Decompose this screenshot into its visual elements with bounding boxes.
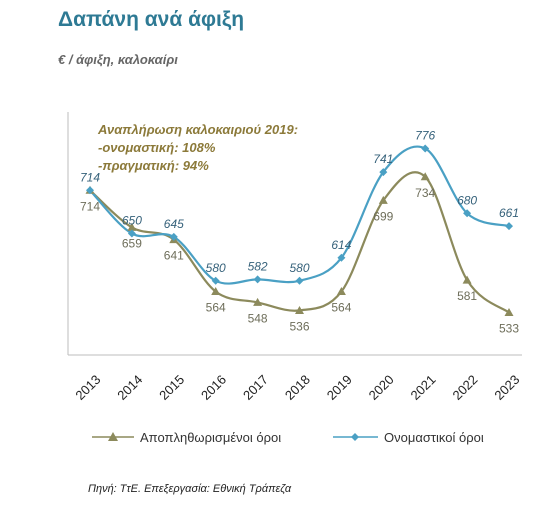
point-real-2022	[462, 275, 472, 284]
line-chart: 714 659 641 564 548 536 564 699 734 581 533 714 650 6…	[67, 112, 522, 445]
point-real-2014	[127, 222, 137, 231]
x-tick-2013: 2013	[72, 372, 103, 403]
x-tick-2020: 2020	[366, 372, 397, 403]
point-real-2019	[336, 287, 346, 296]
legend: Αποπληθωρισμένοι όροι Ονομαστικοί όροι	[92, 430, 484, 445]
series-line-nominal	[89, 145, 510, 285]
point-real-2018	[295, 305, 304, 314]
x-tick-2022: 2022	[449, 372, 480, 403]
data-label-nominal-2017: 582	[248, 259, 268, 273]
data-label-nominal-2015: 645	[164, 217, 184, 231]
point-nominal-2020	[379, 168, 388, 177]
x-tick-2016: 2016	[198, 372, 229, 403]
x-tick-2014: 2014	[114, 372, 145, 403]
data-label-nominal-2014: 650	[122, 214, 142, 228]
data-label-real-2020: 699	[373, 209, 393, 223]
source-note: Πηνή: ΤτΕ. Επεξεργασία: Εθνική Τράπεζα	[88, 483, 292, 495]
data-label-nominal-2020: 741	[373, 152, 393, 166]
data-label-real-2014: 659	[122, 236, 142, 250]
series-line-real	[89, 171, 510, 314]
data-label-real-2013: 714	[80, 199, 100, 213]
point-nominal-2021	[421, 144, 430, 153]
data-label-real-2021: 734	[415, 186, 435, 200]
data-labels: 714 659 641 564 548 536 564 699 734 581 533 714 650 6…	[80, 128, 519, 335]
x-tick-2017: 2017	[240, 372, 271, 403]
series-lines	[89, 145, 510, 314]
x-tick-2018: 2018	[282, 372, 313, 403]
point-real-2017	[253, 297, 263, 306]
x-tick-2015: 2015	[156, 372, 187, 403]
legend-item-nominal: Ονομαστικοί όροι	[333, 430, 484, 445]
axes	[67, 112, 522, 356]
data-label-nominal-2013: 714	[80, 170, 100, 184]
data-label-real-2019: 564	[331, 301, 351, 315]
data-label-real-2015: 641	[164, 249, 184, 263]
annotation-line-1: Αναπλήρωση καλοκαιριού 2019:	[97, 122, 298, 137]
chart-title: Δαπάνη ανά άφιξη	[58, 8, 245, 31]
point-nominal-2017	[253, 275, 262, 284]
data-label-real-2016: 564	[206, 301, 226, 315]
data-label-real-2022: 581	[457, 289, 477, 303]
point-nominal-2015	[169, 232, 178, 241]
point-real-2020	[378, 195, 388, 204]
x-tick-labels: 2013 2014 2015 2016 2017 2018 2019 2020 2021 2022…	[72, 372, 522, 403]
data-label-real-2023: 533	[499, 321, 519, 335]
annotation: Αναπλήρωση καλοκαιριού 2019: -ονομαστική…	[97, 122, 298, 173]
legend-marker-nominal	[351, 433, 359, 441]
data-label-nominal-2021: 776	[415, 128, 435, 142]
legend-item-real: Αποπληθωρισμένοι όροι	[92, 430, 281, 445]
point-nominal-2014	[127, 229, 136, 238]
series-markers	[85, 144, 514, 316]
chart-subtitle: € / άφιξη, καλοκαίρι	[58, 52, 178, 67]
data-label-nominal-2019: 614	[331, 238, 351, 252]
point-nominal-2016	[211, 276, 220, 285]
legend-label-nominal: Ονομαστικοί όροι	[384, 430, 484, 445]
x-tick-2019: 2019	[324, 372, 355, 403]
annotation-line-3: -πραγματική: 94%	[98, 158, 209, 173]
legend-label-real: Αποπληθωρισμένοι όροι	[140, 430, 281, 445]
point-real-2016	[211, 287, 221, 296]
data-label-real-2017: 548	[248, 311, 268, 325]
legend-marker-real	[108, 432, 118, 441]
point-nominal-2022	[463, 209, 472, 218]
data-label-nominal-2023: 661	[499, 206, 519, 220]
point-real-2023	[504, 307, 514, 316]
x-tick-2021: 2021	[408, 372, 439, 403]
data-label-nominal-2016: 580	[206, 261, 226, 275]
data-label-nominal-2022: 680	[457, 193, 477, 207]
data-label-nominal-2018: 580	[289, 261, 309, 275]
data-label-real-2018: 536	[289, 319, 309, 333]
point-nominal-2018	[295, 276, 304, 285]
point-nominal-2023	[505, 222, 513, 231]
point-nominal-2019	[337, 253, 346, 262]
x-tick-2023: 2023	[491, 372, 522, 403]
point-nominal-2013	[86, 186, 94, 195]
annotation-line-2: -ονομαστική: 108%	[98, 140, 216, 155]
point-real-2021	[420, 172, 430, 181]
